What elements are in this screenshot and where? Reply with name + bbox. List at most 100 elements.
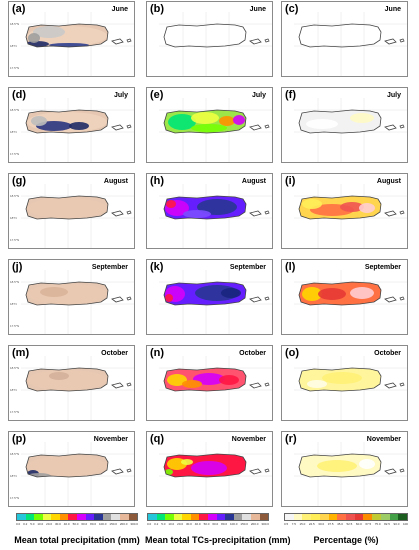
field-patch [181,459,193,465]
panel-month: October [101,350,128,357]
puerto-rico-map [294,184,407,248]
field-fill [299,454,381,477]
coastline [399,296,405,301]
colorbar-swatch [398,514,408,520]
field-patch [350,287,374,299]
colorbar-swatch [354,514,364,520]
panel-label: (n) [150,347,165,359]
field-patch [307,380,327,388]
latitude-label: 17.5°N [10,410,19,414]
colorbar-swatch [380,514,390,520]
precip-colorbar [16,513,138,521]
coastline [249,38,262,45]
colorbar-swatch [216,514,226,520]
panel-label: (b) [150,3,165,15]
puerto-rico-map [159,356,272,420]
colorbar-tick: 200.0 [250,522,259,526]
colorbar-swatch [182,514,191,520]
field-patch [219,375,239,385]
colorbar-swatch [363,514,373,520]
coastline [399,382,405,387]
colorbar-tick: 5.0 [30,522,35,526]
panel-label: (j) [12,261,23,273]
coastline [163,23,247,48]
field-patch [359,459,375,469]
colorbar-swatch [233,514,243,520]
coastline [298,23,382,48]
colorbar-tick: 0.5 [284,522,289,526]
coastline [126,124,132,129]
coastline [298,281,382,306]
colorbar-tick: 37.5 [327,522,334,526]
colorbar-tick: 10.0 [37,522,44,526]
panel-label: (h) [150,175,165,187]
map-panel: (i) August [281,173,408,249]
colorbar-tick: 90.0 [393,522,400,526]
colorbar-swatch [165,514,174,520]
puerto-rico-map [159,184,272,248]
panel-month: August [103,178,128,185]
puerto-rico-map [294,442,407,506]
field-fill [164,282,246,305]
percentage-colorbar [284,513,408,521]
panel-label: (f) [285,89,296,101]
colorbar-tick: 150.0 [240,522,248,526]
puerto-rico-map [159,442,272,506]
colorbar-swatch [328,514,338,520]
field-fill [299,110,381,133]
colorbar-tick: 22.5 [308,522,315,526]
latitude-label: 18°N [10,44,17,48]
coastline [25,109,109,134]
colorbar-tick: 200.0 [119,522,128,526]
field-patch [183,210,211,218]
colorbar-swatch [119,514,129,520]
colorbar-tick: 60.0 [355,522,362,526]
map-panel: (r) November [281,431,408,507]
map-panel: (q) November [146,431,273,507]
colorbar-tick: 80.0 [221,522,227,526]
tc-precip-colorbar [147,513,269,521]
panel-month: June [111,6,128,13]
colorbar-swatch [77,514,86,520]
coastline [163,281,247,306]
puerto-rico-map: 18.5°N 18°N 17.5°N [10,12,134,76]
colorbar-tick: 30.0 [54,522,61,526]
coastline [163,109,247,134]
colorbar-swatch [372,514,381,520]
coastline [163,195,247,220]
coastline [384,296,397,303]
puerto-rico-map: 18.5°N 18°N 17.5°N [10,184,134,248]
field-patch [191,112,219,124]
field-patch [233,115,245,125]
colorbar-swatch [302,514,312,520]
panel-month: September [91,264,128,271]
colorbar-swatch [319,514,329,520]
percentage-colorbar-ticks: 0.5 7.5 15.0 22.5 30.0 37.5 45.0 52.5 60.0 67.5 75… [284,522,408,528]
coastline [384,124,397,131]
colorbar-tick: 80.0 [90,522,96,526]
panel-label: (l) [285,261,296,273]
colorbar-tick: 30.0 [318,522,325,526]
colorbar-swatch [173,514,183,520]
colorbar-swatch [242,514,251,520]
panel-month: November [231,436,266,443]
colorbar-tick: 0.2 [154,522,159,526]
colorbar-swatch [259,514,269,520]
coastline [126,296,132,301]
field-patch [49,372,69,380]
field-fill [26,110,108,133]
coastline [25,367,109,392]
panel-month: June [249,6,266,13]
colorbar-tick: 100 [402,522,408,526]
colorbar-tick: 40.0 [194,522,201,526]
map-panel: (h) August [146,173,273,249]
latitude-label: 18.5°N [10,194,19,198]
colorbar-swatch [42,514,52,520]
colorbar-tick: 45.0 [337,522,343,526]
field-fill [299,196,381,219]
precip-colorbar-title: Mean total precipitation (mm) [14,535,140,545]
colorbar-swatch [199,514,209,520]
field-fill [299,368,381,391]
coastline [264,296,270,301]
field-patch [27,456,107,476]
